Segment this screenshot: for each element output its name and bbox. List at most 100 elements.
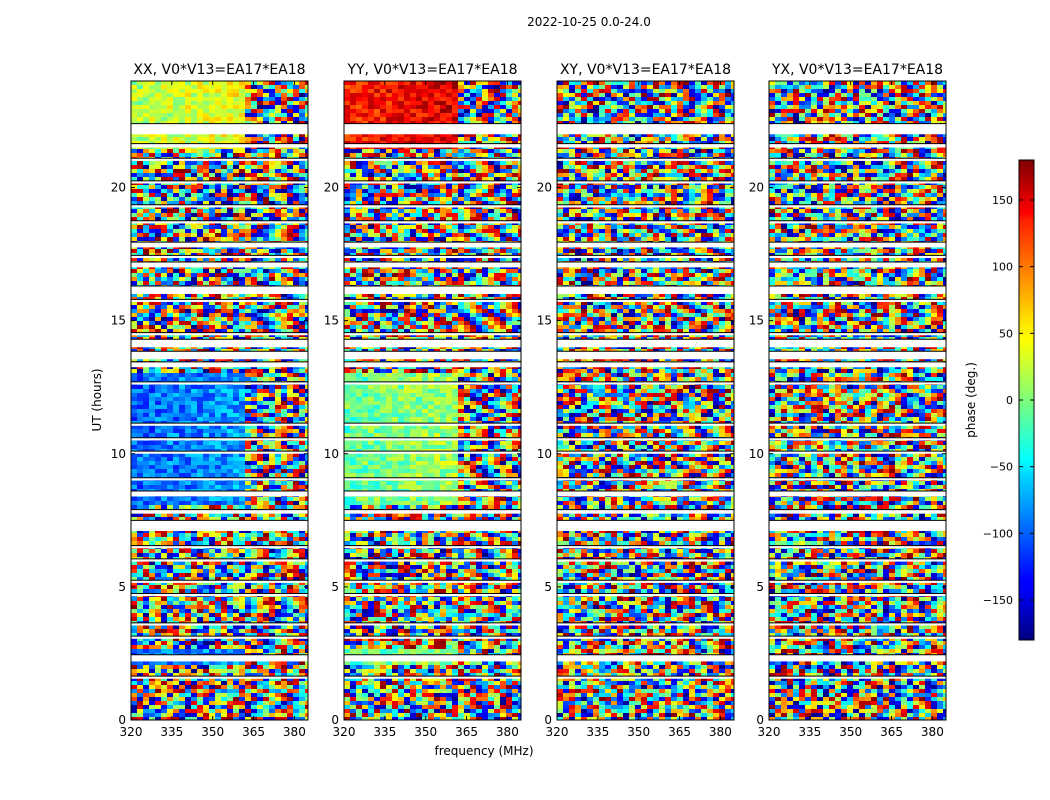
flagged-band xyxy=(557,204,734,208)
panel-title: YX, V0*V13=EA17*EA18 xyxy=(771,62,943,78)
flagged-band xyxy=(344,339,521,348)
flagged-band xyxy=(557,242,734,248)
flagged-band xyxy=(344,180,521,184)
flagged-band xyxy=(344,477,521,481)
flagged-band xyxy=(131,180,308,184)
flagged-band xyxy=(769,339,946,348)
axes-frame xyxy=(556,80,735,721)
flagged-band xyxy=(344,636,521,639)
phase-heatmap xyxy=(557,81,734,720)
flagged-band xyxy=(131,509,308,514)
flagged-band xyxy=(769,654,946,662)
flagged-band xyxy=(131,286,308,294)
flagged-band xyxy=(131,204,308,208)
x-tick-label: 335 xyxy=(586,725,609,739)
flagged-band xyxy=(131,143,308,148)
y-tick-label: 20 xyxy=(324,181,339,195)
x-axis-label: frequency (MHz) xyxy=(434,744,533,758)
colorbar-label: phase (deg.) xyxy=(964,362,978,438)
flagged-band xyxy=(557,332,734,336)
x-tick-label: 320 xyxy=(120,725,143,739)
colorbar-tick-label: 150 xyxy=(992,194,1013,207)
x-tick-label: 365 xyxy=(668,725,691,739)
panel-yx: YX, V0*V13=EA17*EA18 320 335 350 365 380 0 5 10 1… xyxy=(749,62,947,739)
flagged-band xyxy=(131,636,308,639)
flagged-band xyxy=(769,180,946,184)
y-tick-label: 0 xyxy=(118,713,126,727)
flagged-band xyxy=(769,558,946,562)
flagged-band xyxy=(769,158,946,161)
colorbar-tick-label: 50 xyxy=(999,327,1013,340)
flagged-band xyxy=(131,158,308,161)
flagged-band xyxy=(769,123,946,135)
flagged-band xyxy=(557,180,734,184)
flagged-band xyxy=(344,158,521,161)
flagged-band xyxy=(131,262,308,268)
y-tick-label: 0 xyxy=(331,713,339,727)
colorbar-tick-label: 0 xyxy=(1006,394,1013,407)
flagged-band xyxy=(344,262,521,268)
flagged-band xyxy=(131,654,308,662)
flagged-band xyxy=(769,351,946,360)
colorbar-tick-label: −100 xyxy=(983,527,1013,540)
flagged-band xyxy=(769,204,946,208)
y-tick-label: 10 xyxy=(537,447,552,461)
phase-heatmap xyxy=(131,81,308,720)
flagged-band xyxy=(131,220,308,224)
flagged-band xyxy=(557,286,734,294)
flagged-band xyxy=(344,622,521,626)
y-tick-label: 5 xyxy=(756,580,764,594)
flagged-band xyxy=(557,580,734,583)
flagged-band xyxy=(557,520,734,531)
flagged-band xyxy=(557,509,734,514)
x-tick-label: 320 xyxy=(758,725,781,739)
flagged-band xyxy=(557,255,734,259)
y-tick-label: 10 xyxy=(749,447,764,461)
flagged-band xyxy=(557,451,734,454)
x-tick-label: 365 xyxy=(455,725,478,739)
flagged-band xyxy=(769,381,946,385)
flagged-band xyxy=(769,143,946,148)
x-tick-label: 380 xyxy=(709,725,732,739)
flagged-band xyxy=(344,381,521,385)
x-tick-label: 320 xyxy=(333,725,356,739)
flagged-band xyxy=(344,509,521,514)
flagged-band xyxy=(344,204,521,208)
flagged-band xyxy=(344,332,521,336)
flagged-band xyxy=(557,339,734,348)
flagged-band xyxy=(131,593,308,597)
panel-title: XY, V0*V13=EA17*EA18 xyxy=(560,62,731,78)
flagged-band xyxy=(557,437,734,441)
flagged-band xyxy=(344,220,521,224)
flagged-band xyxy=(769,255,946,259)
flagged-band xyxy=(557,361,734,368)
flagged-band xyxy=(557,593,734,597)
flagged-band xyxy=(557,636,734,639)
flagged-band xyxy=(769,580,946,583)
flagged-band xyxy=(769,636,946,639)
flagged-band xyxy=(557,654,734,662)
x-tick-label: 335 xyxy=(373,725,396,739)
phase-heatmap xyxy=(344,81,521,720)
flagged-band xyxy=(769,423,946,426)
flagged-band xyxy=(557,545,734,549)
y-tick-label: 15 xyxy=(537,314,552,328)
x-tick-label: 335 xyxy=(160,725,183,739)
flagged-band xyxy=(344,286,521,294)
flagged-band xyxy=(769,299,946,302)
y-tick-label: 5 xyxy=(544,580,552,594)
axes-frame xyxy=(130,80,309,721)
flagged-band xyxy=(131,299,308,302)
flagged-band xyxy=(344,520,521,531)
x-tick-label: 380 xyxy=(496,725,519,739)
panel-xy: XY, V0*V13=EA17*EA18 320 335 350 365 380 0 5 10 1… xyxy=(537,62,735,739)
colorbar-tick-label: −50 xyxy=(990,461,1013,474)
flagged-band xyxy=(557,262,734,268)
y-tick-label: 10 xyxy=(324,447,339,461)
x-tick-label: 350 xyxy=(627,725,650,739)
flagged-band xyxy=(769,451,946,454)
x-tick-label: 320 xyxy=(546,725,569,739)
y-tick-label: 5 xyxy=(118,580,126,594)
colorbar: phase (deg.) −150 −100 −50 0 50 100 150 xyxy=(964,159,1035,641)
flagged-band xyxy=(557,477,734,481)
